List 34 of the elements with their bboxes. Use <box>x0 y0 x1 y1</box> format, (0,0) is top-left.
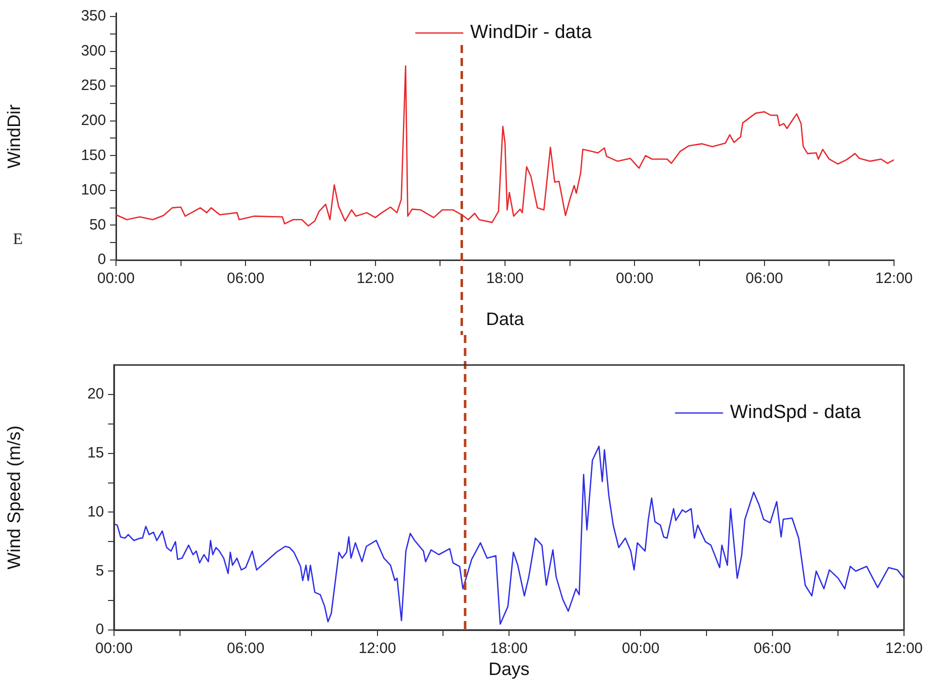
x-tick-label: 00:00 <box>622 640 660 658</box>
x-tick-label: 12:00 <box>875 270 913 288</box>
x-tick-label: 06:00 <box>226 640 264 658</box>
y-tick-label: 20 <box>87 386 104 403</box>
y-tick-label: 50 <box>89 216 106 234</box>
x-tick-label: 06:00 <box>746 270 784 288</box>
y-tick-label: 0 <box>96 621 104 638</box>
y-tick-label: 150 <box>80 146 106 164</box>
x-tick-label: 18:00 <box>486 270 524 288</box>
x-tick-label: 00:00 <box>97 270 135 288</box>
y-tick-label: 0 <box>98 251 106 268</box>
x-tick-label: 00:00 <box>95 640 133 658</box>
x-tick-label: 06:00 <box>226 270 264 288</box>
text: E <box>13 231 23 248</box>
x-axis-title: Days <box>488 659 530 680</box>
y-tick-label: 200 <box>80 112 106 129</box>
y-axis-title: WindDir <box>4 104 24 169</box>
y-tick-label: 5 <box>96 562 104 580</box>
x-tick-label: 12:00 <box>885 640 923 658</box>
y-tick-label: 300 <box>80 42 106 60</box>
y-axis-title: Wind Speed (m/s) <box>4 425 24 570</box>
x-tick-label: 06:00 <box>754 640 792 658</box>
y-tick-label: 15 <box>87 444 104 462</box>
y-tick-label: 350 <box>80 8 106 25</box>
legend-label: WindSpd - data <box>730 402 862 424</box>
x-tick-label: 00:00 <box>616 270 654 288</box>
y-tick-label: 10 <box>87 503 104 520</box>
x-tick-label: 12:00 <box>356 270 394 288</box>
y-tick-label: 250 <box>80 77 106 94</box>
y-tick-label: 100 <box>80 182 106 199</box>
legend-label: WindDir - data <box>470 22 592 44</box>
x-tick-label: 18:00 <box>490 640 528 658</box>
x-axis-title: Data <box>486 309 525 330</box>
x-tick-label: 12:00 <box>358 640 396 658</box>
